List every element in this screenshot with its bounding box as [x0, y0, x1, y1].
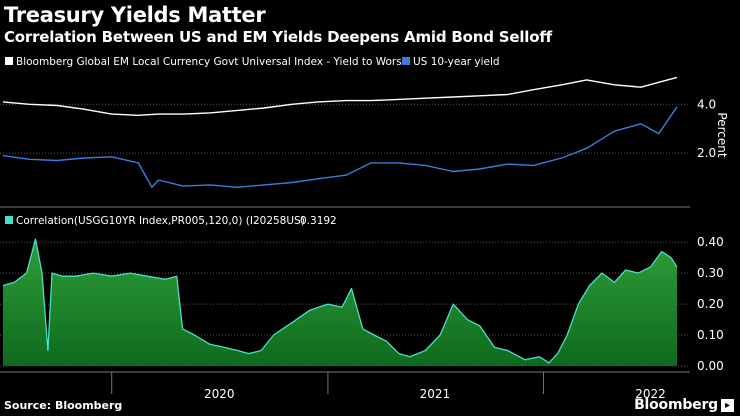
top-legend: Bloomberg Global EM Local Currency Govt …: [5, 56, 500, 68]
corr-legend-swatch: [5, 216, 13, 224]
x-tick-label: 2020: [204, 387, 235, 401]
x-tick-label: 2021: [420, 387, 451, 401]
correlation-panel: 0.00 0.10 0.20 0.30 0.40: [0, 235, 724, 373]
chart-title: Treasury Yields Matter: [4, 3, 266, 27]
us-yield-line: [2, 106, 678, 189]
correlation-tick-label: 0.20: [697, 297, 724, 311]
brand-logo: Bloomberg: [634, 397, 718, 413]
correlation-area: [3, 239, 677, 366]
correlation-tick-label: 0.10: [697, 328, 724, 342]
correlation-tick-label: 0.00: [697, 359, 724, 373]
yield-axis-label: Percent: [715, 112, 729, 157]
x-tick-label: 2022: [635, 387, 666, 401]
us-legend-label: US 10-year yield: [413, 56, 500, 68]
yield-panel: 2.0 4.0: [0, 76, 716, 189]
x-axis: 2020 2021 2022: [0, 206, 690, 401]
em-yield-line: [2, 76, 678, 117]
us-legend-swatch: [402, 57, 410, 65]
em-legend-swatch: [5, 57, 13, 65]
corr-legend-label: Correlation(USGG10YR Index,PR005,120,0) …: [16, 215, 305, 227]
yield-tick-label: 4.0: [697, 97, 716, 111]
corr-legend-value: 0.3192: [300, 215, 337, 227]
chart-subtitle: Correlation Between US and EM Yields Dee…: [4, 28, 552, 46]
correlation-line: [2, 238, 678, 364]
source-note: Source: Bloomberg: [4, 399, 123, 412]
correlation-tick-label: 0.40: [697, 235, 724, 249]
yield-tick-label: 2.0: [697, 146, 716, 160]
correlation-tick-label: 0.30: [697, 266, 724, 280]
bloomberg-terminal-icon: ▸: [721, 399, 734, 412]
em-legend-label: Bloomberg Global EM Local Currency Govt …: [16, 56, 406, 68]
bottom-legend: Correlation(USGG10YR Index,PR005,120,0) …: [5, 215, 337, 227]
